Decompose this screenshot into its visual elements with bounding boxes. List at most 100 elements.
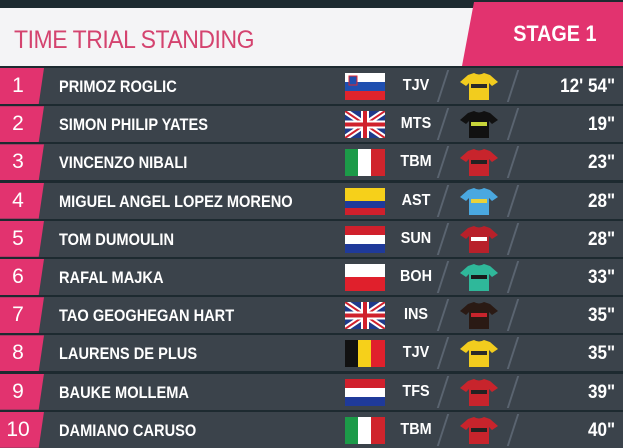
rider-name: TOM DUMOULIN — [59, 229, 175, 249]
jersey-icon — [460, 225, 498, 253]
table-row: 6 RAFAL MAJKA BOH 33" — [0, 259, 623, 295]
rank-number: 4 — [12, 188, 24, 212]
divider — [506, 337, 520, 370]
jersey-icon — [460, 416, 498, 444]
time-gap: 19" — [587, 114, 615, 136]
time-gap: 28" — [587, 190, 615, 212]
team-code: SUN — [400, 229, 432, 247]
jersey-icon — [460, 73, 498, 100]
rider-name: LAURENS DE PLUS — [59, 344, 198, 364]
divider — [506, 146, 520, 179]
team-code: INS — [403, 306, 428, 324]
table-row: 3 VINCENZO NIBALI TBM 23" — [0, 144, 623, 181]
flag-great-britain-icon — [345, 111, 385, 139]
time-gap: 12' 54" — [560, 76, 615, 97]
rank-badge: 6 — [0, 259, 44, 295]
table-row: 5 TOM DUMOULIN SUN 28" — [0, 220, 623, 257]
jersey-icon — [460, 149, 498, 177]
team-code: TBM — [400, 153, 432, 171]
rank-badge: 7 — [0, 297, 44, 334]
time-gap: 33" — [587, 267, 615, 288]
rider-name: MIGUEL ANGEL LOPEZ MORENO — [59, 191, 293, 211]
divider — [436, 70, 450, 102]
flag-belgium-icon — [345, 340, 385, 368]
divider — [506, 299, 520, 332]
team-code: TJV — [402, 77, 430, 94]
rank-badge: 3 — [0, 144, 44, 181]
jersey-icon — [460, 340, 498, 368]
rider-name: PRIMOZ ROGLIC — [59, 77, 177, 96]
divider — [436, 146, 450, 179]
divider — [436, 299, 450, 332]
time-gap: 23" — [587, 152, 615, 174]
flag-great-britain-icon — [345, 302, 385, 330]
rank-number: 1 — [12, 74, 24, 97]
jersey-icon — [460, 264, 498, 291]
rank-badge: 9 — [0, 373, 44, 410]
rank-number: 3 — [12, 150, 24, 174]
divider — [436, 108, 450, 141]
stage-label: STAGE 1 — [513, 21, 597, 46]
flag-italy-icon — [345, 149, 385, 177]
divider — [436, 413, 450, 446]
page-title: TIME TRIAL STANDING — [14, 26, 255, 54]
jersey-icon — [460, 111, 498, 139]
table-row: 7 TAO GEOGHEGAN HART INS 35" — [0, 297, 623, 334]
rank-number: 10 — [6, 417, 30, 441]
rider-name: VINCENZO NIBALI — [59, 153, 188, 173]
team-code: AST — [401, 191, 431, 209]
divider — [436, 222, 450, 255]
divider — [436, 375, 450, 408]
table-row: 2 SIMON PHILIP YATES MTS 19" — [0, 106, 623, 143]
jersey-icon — [460, 378, 498, 406]
stage-badge: STAGE 1 — [462, 2, 623, 66]
time-gap: 39" — [587, 381, 615, 403]
team-code: TJV — [402, 344, 430, 362]
table-row: 10 DAMIANO CARUSO TBM 40" — [0, 411, 623, 448]
table-row: 4 MIGUEL ANGEL LOPEZ MORENO AST 28" — [0, 182, 623, 219]
time-gap: 35" — [587, 305, 615, 327]
table-row: 9 BAUKE MOLLEMA TFS 39" — [0, 373, 623, 410]
divider — [506, 184, 520, 217]
divider — [506, 222, 520, 255]
divider — [436, 184, 450, 217]
table-row: 8 LAURENS DE PLUS TJV 35" — [0, 335, 623, 372]
rank-number: 5 — [12, 226, 24, 250]
divider — [436, 337, 450, 370]
divider — [436, 261, 450, 293]
rider-name: RAFAL MAJKA — [59, 268, 164, 287]
team-code: TBM — [400, 420, 432, 438]
rank-number: 8 — [12, 341, 24, 365]
flag-netherlands-icon — [345, 225, 385, 253]
rank-badge: 4 — [0, 182, 44, 219]
divider — [506, 108, 520, 141]
time-gap: 35" — [587, 343, 615, 365]
rider-name: TAO GEOGHEGAN HART — [59, 306, 235, 326]
rank-badge: 1 — [0, 68, 44, 104]
divider — [506, 70, 520, 102]
time-gap: 40" — [587, 419, 615, 441]
rider-name: BAUKE MOLLEMA — [59, 382, 189, 402]
flag-italy-icon — [345, 416, 385, 444]
rank-number: 6 — [12, 265, 24, 288]
divider — [506, 261, 520, 293]
team-code: TFS — [402, 382, 430, 400]
jersey-icon — [460, 302, 498, 330]
divider — [506, 413, 520, 446]
flag-netherlands-icon — [345, 378, 385, 406]
team-code: MTS — [400, 115, 432, 133]
rank-number: 2 — [12, 112, 24, 136]
flag-slovenia-icon — [345, 73, 385, 100]
jersey-icon — [460, 187, 498, 215]
team-code: BOH — [399, 268, 433, 285]
rider-name: DAMIANO CARUSO — [59, 420, 197, 440]
table-row: 1 PRIMOZ ROGLIC TJV 12' 54" — [0, 68, 623, 104]
flag-poland-icon — [345, 264, 385, 291]
time-gap: 28" — [587, 228, 615, 250]
divider — [506, 375, 520, 408]
flag-colombia-icon — [345, 187, 385, 215]
rank-badge: 2 — [0, 106, 44, 143]
rank-number: 9 — [12, 379, 24, 403]
rank-number: 7 — [12, 303, 24, 327]
rank-badge: 10 — [0, 411, 44, 448]
